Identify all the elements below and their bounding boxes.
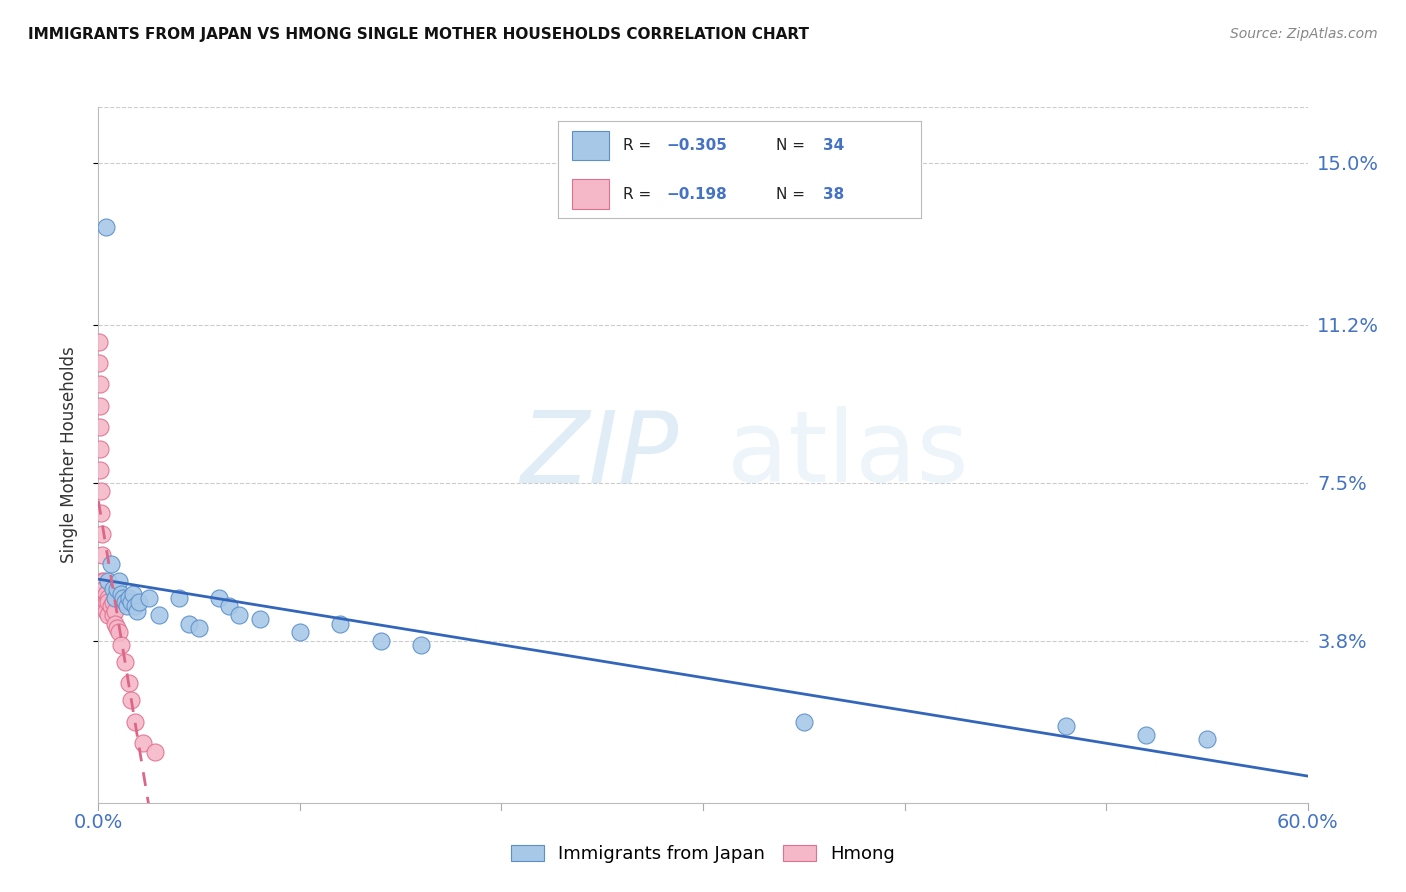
Point <box>96 219 118 234</box>
Point <box>188 621 211 635</box>
Text: atlas: atlas <box>727 407 969 503</box>
Point <box>1135 727 1157 741</box>
Point <box>128 595 150 609</box>
Point <box>103 616 125 631</box>
Point <box>97 595 120 609</box>
Point <box>1195 731 1218 746</box>
Point <box>89 399 111 413</box>
Point <box>97 591 120 605</box>
Point <box>125 604 148 618</box>
Point <box>329 616 352 631</box>
Point <box>118 676 141 690</box>
Point <box>97 607 120 622</box>
Point <box>370 633 392 648</box>
Point <box>249 612 271 626</box>
Point <box>90 484 112 499</box>
Point <box>120 693 142 707</box>
Point <box>132 736 155 750</box>
Point <box>110 587 132 601</box>
Point <box>91 574 114 588</box>
Point <box>89 420 111 434</box>
Point <box>121 587 143 601</box>
Point <box>120 595 142 609</box>
Point <box>93 591 115 605</box>
Point <box>101 582 124 597</box>
Point <box>89 442 111 456</box>
Point <box>124 599 146 614</box>
Point <box>97 574 120 588</box>
Point <box>93 591 115 605</box>
Point <box>105 582 128 597</box>
Point <box>143 745 166 759</box>
Point <box>105 621 128 635</box>
Point <box>89 334 111 349</box>
Point <box>96 595 118 609</box>
Point <box>118 591 141 605</box>
Point <box>167 591 190 605</box>
Point <box>148 607 170 622</box>
Text: ZIP: ZIP <box>520 407 679 503</box>
Point <box>124 714 146 729</box>
Point <box>91 527 114 541</box>
Point <box>1054 719 1077 733</box>
Point <box>138 591 160 605</box>
Y-axis label: Single Mother Households: Single Mother Households <box>59 347 77 563</box>
Point <box>93 582 115 597</box>
Point <box>100 557 122 571</box>
Point <box>100 599 122 614</box>
Point <box>101 607 124 622</box>
Point <box>96 587 118 601</box>
Point <box>103 591 125 605</box>
Point <box>103 604 125 618</box>
Point <box>96 604 118 618</box>
Point <box>114 595 136 609</box>
Point <box>93 582 115 597</box>
Point <box>89 356 111 370</box>
Point <box>93 574 115 588</box>
Point <box>179 616 201 631</box>
Point <box>89 377 111 392</box>
Point <box>91 548 114 562</box>
Point <box>208 591 231 605</box>
Point <box>111 591 134 605</box>
Point <box>90 506 112 520</box>
Point <box>107 625 129 640</box>
Point <box>409 638 432 652</box>
Point <box>110 638 132 652</box>
Point <box>115 599 138 614</box>
Point <box>218 599 240 614</box>
Point <box>114 655 136 669</box>
Point <box>288 625 311 640</box>
Legend: Immigrants from Japan, Hmong: Immigrants from Japan, Hmong <box>503 838 903 871</box>
Point <box>228 607 250 622</box>
Point <box>793 714 815 729</box>
Point <box>101 595 124 609</box>
Text: IMMIGRANTS FROM JAPAN VS HMONG SINGLE MOTHER HOUSEHOLDS CORRELATION CHART: IMMIGRANTS FROM JAPAN VS HMONG SINGLE MO… <box>28 27 808 42</box>
Point <box>93 599 115 614</box>
Point <box>107 574 129 588</box>
Point <box>89 463 111 477</box>
Text: Source: ZipAtlas.com: Source: ZipAtlas.com <box>1230 27 1378 41</box>
